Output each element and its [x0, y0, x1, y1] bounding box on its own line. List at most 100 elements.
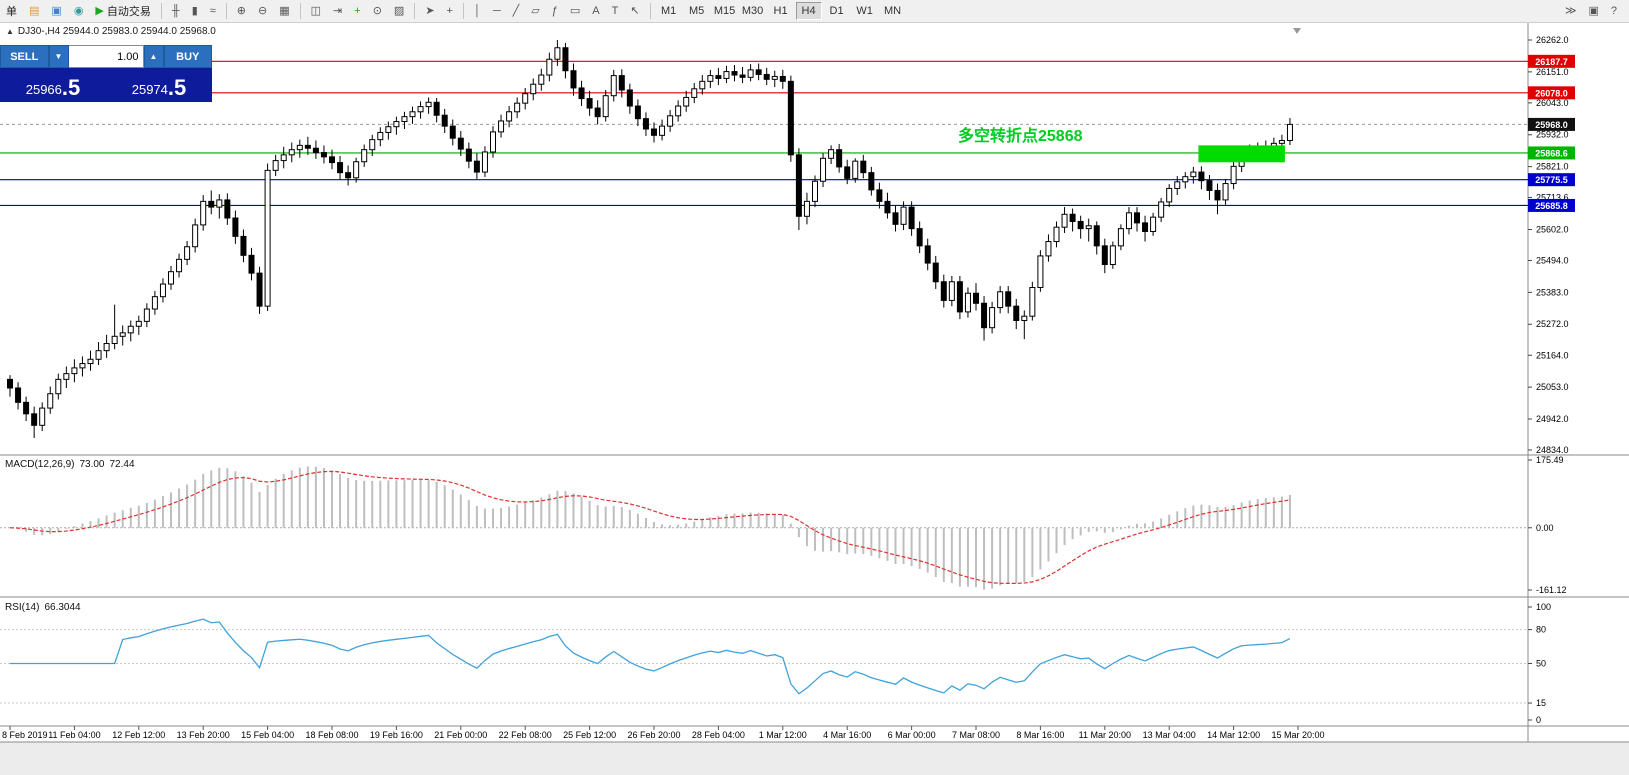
volume-decrease-button[interactable]: ▼	[48, 45, 69, 68]
label-icon[interactable]: T	[607, 2, 624, 20]
profile-icon-glyph: ▣	[51, 4, 62, 17]
line-chart-icon[interactable]: ≈	[205, 2, 221, 20]
candle	[369, 139, 376, 151]
volume-input[interactable]	[68, 45, 144, 68]
time-axis-label: 7 Mar 08:00	[952, 730, 1000, 740]
candle	[176, 258, 183, 273]
zoom-in-icon[interactable]: ⊕	[232, 2, 251, 20]
vertical-line-icon[interactable]: │	[469, 2, 486, 20]
candle	[256, 272, 263, 307]
price-tag[interactable]	[1528, 117, 1575, 131]
timeframe-m15[interactable]: M15	[712, 2, 738, 20]
candle	[417, 106, 424, 113]
chart-shift-marker[interactable]	[1293, 28, 1301, 34]
candle	[594, 107, 601, 118]
label-icon-glyph: T	[611, 4, 619, 17]
scroll-chart-icon[interactable]: ≫	[1560, 2, 1582, 20]
candle	[457, 137, 464, 150]
market-icon-glyph: ◉	[73, 4, 84, 17]
crosshair-icon[interactable]: +	[442, 2, 458, 20]
arrows-icon-glyph: ↖	[630, 4, 640, 17]
candle	[1198, 171, 1205, 182]
candle	[1214, 189, 1221, 201]
help-icon[interactable]: ?	[1606, 2, 1622, 20]
timeframe-mn[interactable]: MN	[880, 2, 906, 20]
bar-chart-icon[interactable]: ╫	[167, 2, 185, 20]
timeframe-h1[interactable]: H1	[768, 2, 794, 20]
timeframe-m1[interactable]: M1	[656, 2, 682, 20]
sell-button[interactable]: SELL	[0, 45, 49, 68]
candle	[964, 292, 971, 313]
docking-icon-glyph: ▣	[1588, 4, 1599, 17]
text-icon[interactable]: A	[587, 2, 604, 20]
chart-window-icon[interactable]: ▤	[24, 2, 44, 20]
candle	[1174, 181, 1181, 189]
price-axis-label: 25821.0	[1536, 162, 1569, 172]
timeframe-h4[interactable]: H4	[795, 2, 822, 20]
profile-icon[interactable]: ▣	[46, 2, 66, 20]
price-tag[interactable]	[1528, 54, 1575, 68]
timeframe-m5[interactable]: M5	[684, 2, 710, 20]
template-icon[interactable]: ▨	[389, 2, 409, 20]
timeframe-m30[interactable]: M30	[740, 2, 766, 20]
horizontal-lines-layer[interactable]	[0, 60, 1528, 207]
rsi-axis-label: 15	[1536, 698, 1546, 708]
price-axis-label: 25932.0	[1536, 130, 1569, 140]
timeframe-d1[interactable]: D1	[824, 2, 850, 20]
arrange-icon[interactable]: ◫	[306, 2, 326, 20]
time-axis-label: 28 Feb 04:00	[692, 730, 745, 740]
candle	[184, 246, 191, 260]
timeframe-w1[interactable]: W1	[852, 2, 878, 20]
macd-value-main: 73.00	[79, 459, 105, 470]
price-axis-label: 26043.0	[1536, 98, 1569, 108]
candlestick-chart-icon[interactable]: ▮	[187, 2, 203, 20]
candle	[87, 358, 94, 365]
horizontal-line-icon[interactable]: ─	[488, 2, 506, 20]
macd-axis-label: 175.49	[1536, 455, 1564, 465]
buy-button[interactable]: BUY	[163, 45, 212, 68]
channel-icon[interactable]: ▱	[526, 2, 544, 20]
candle	[168, 271, 174, 285]
price-tag[interactable]	[1528, 198, 1575, 212]
price-tag[interactable]	[1528, 86, 1575, 100]
candle	[103, 342, 110, 352]
cursor-icon[interactable]: ➤	[420, 2, 439, 20]
zoom-out-icon[interactable]: ⊖	[253, 2, 272, 20]
trendline-icon[interactable]: ╱	[508, 2, 525, 20]
autotrading-button[interactable]: ▶ 自动交易	[90, 2, 155, 20]
candle	[844, 166, 851, 179]
time-axis-label: 25 Feb 12:00	[563, 730, 616, 740]
docking-icon[interactable]: ▣	[1583, 2, 1603, 20]
arrows-icon[interactable]: ↖	[625, 2, 644, 20]
candle	[312, 147, 319, 154]
macd-axis-label: 0.00	[1536, 523, 1554, 533]
candle	[860, 160, 867, 174]
time-axis-label: 4 Mar 16:00	[823, 730, 871, 740]
sell-price[interactable]: 25966.5	[0, 68, 106, 102]
new-chart-icon[interactable]: +	[349, 2, 365, 20]
chart-annotation[interactable]: 多空转折点25868	[958, 128, 1083, 145]
candle	[465, 148, 472, 162]
candle	[377, 131, 384, 141]
new-order-button[interactable]: 单	[1, 2, 22, 20]
candle	[248, 254, 255, 274]
period-icon[interactable]: ⊙	[368, 2, 387, 20]
shapes-icon[interactable]: ▭	[565, 2, 585, 20]
candle	[47, 393, 54, 409]
price-tag[interactable]	[1528, 173, 1575, 187]
candle	[723, 71, 730, 79]
market-icon[interactable]: ◉	[69, 2, 89, 20]
candle	[208, 200, 215, 208]
candle	[981, 302, 988, 329]
time-axis-label: 14 Mar 12:00	[1207, 730, 1260, 740]
fibonacci-icon[interactable]: ƒ	[547, 2, 563, 20]
price-axis-label: 25383.0	[1536, 287, 1569, 297]
shift-end-icon[interactable]: ⇥	[328, 2, 347, 20]
buy-price[interactable]: 25974.5	[106, 68, 212, 102]
tile-windows-icon[interactable]: ▦	[274, 2, 294, 20]
price-tag[interactable]	[1528, 146, 1575, 160]
candle	[763, 73, 770, 80]
highlight-rectangle[interactable]	[1198, 145, 1285, 163]
volume-increase-button[interactable]: ▲	[143, 45, 164, 68]
time-axis-label: 19 Feb 16:00	[370, 730, 423, 740]
